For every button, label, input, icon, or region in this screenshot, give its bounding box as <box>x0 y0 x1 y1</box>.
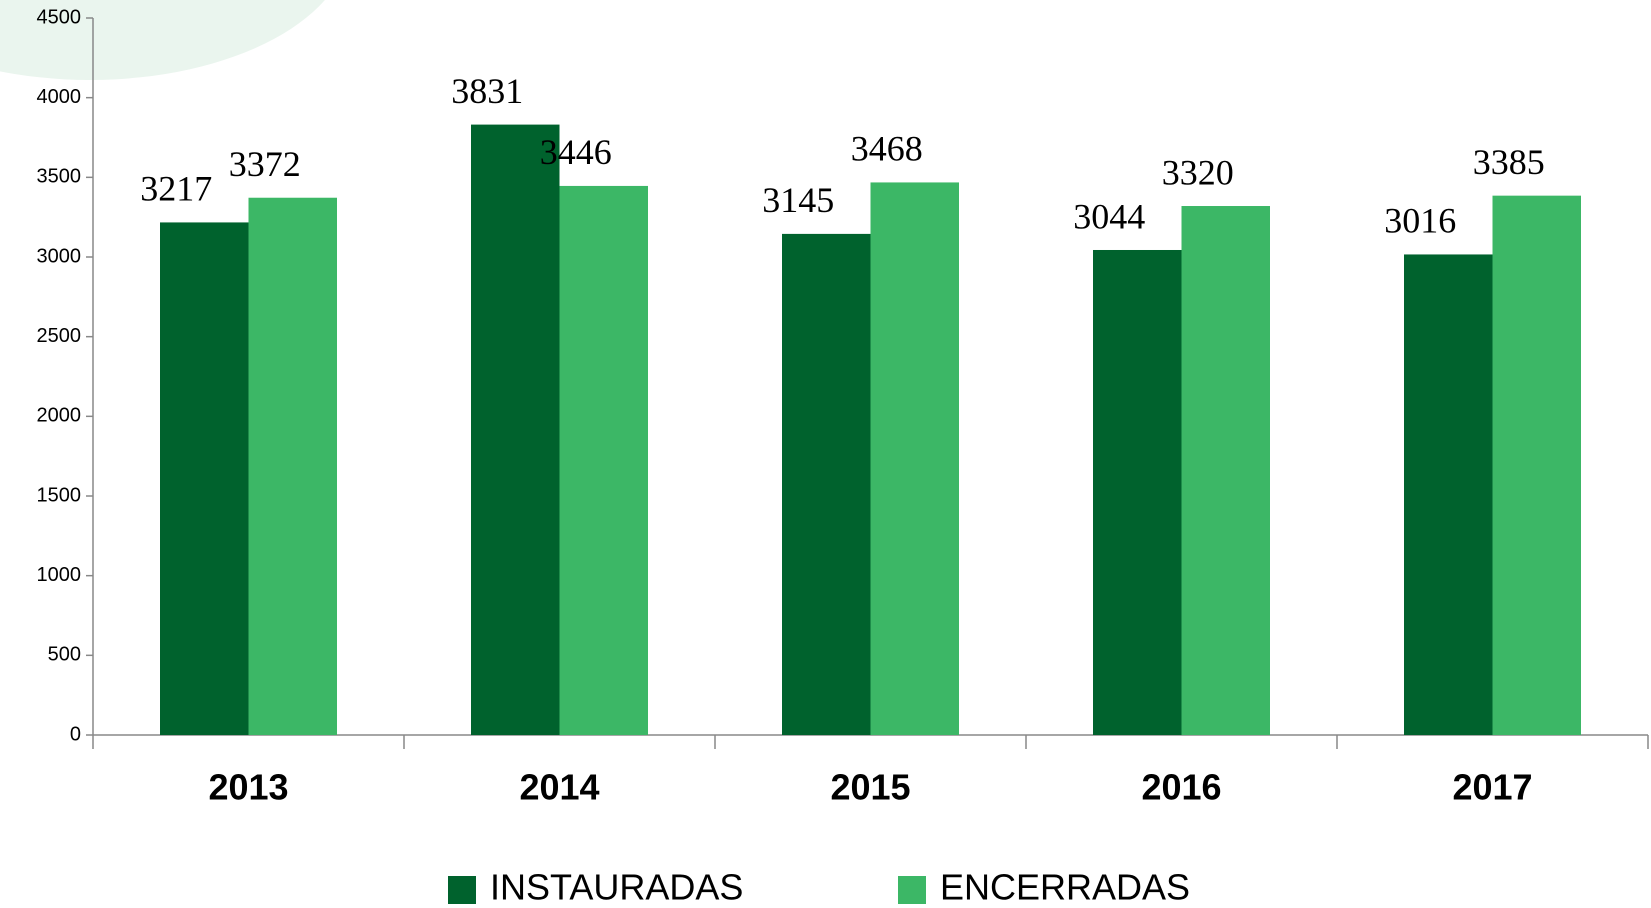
bar <box>1181 206 1270 736</box>
data-label: 3468 <box>851 129 923 169</box>
bar <box>471 124 560 736</box>
y-tick-label: 1500 <box>37 484 82 506</box>
bar <box>1404 254 1493 735</box>
y-tick-label: 4500 <box>37 6 82 28</box>
data-label: 3446 <box>540 132 612 172</box>
data-label: 3385 <box>1473 142 1545 182</box>
y-tick-label: 3000 <box>37 245 82 267</box>
y-tick-label: 500 <box>48 644 81 666</box>
background-decoration <box>0 0 325 80</box>
x-tick-label: 2013 <box>208 767 288 808</box>
bar <box>870 182 959 735</box>
y-tick-label: 4000 <box>37 86 82 108</box>
legend-swatch <box>898 876 926 904</box>
y-tick-label: 3500 <box>37 166 82 188</box>
bar <box>1492 195 1581 735</box>
x-tick-label: 2014 <box>519 767 599 808</box>
data-label: 3372 <box>229 144 301 184</box>
data-label: 3016 <box>1384 201 1456 241</box>
data-label: 3320 <box>1162 152 1234 192</box>
y-tick-label: 0 <box>70 723 81 745</box>
data-label: 3145 <box>762 180 834 220</box>
bar <box>248 197 337 735</box>
data-label: 3831 <box>451 71 523 111</box>
x-tick-label: 2015 <box>830 767 910 808</box>
y-tick-label: 2000 <box>37 405 82 427</box>
data-label: 3217 <box>140 169 212 209</box>
x-tick-label: 2017 <box>1452 767 1532 808</box>
bar <box>782 233 871 735</box>
y-tick-label: 1000 <box>37 564 82 586</box>
bar <box>160 222 249 735</box>
legend-label: ENCERRADAS <box>940 867 1190 908</box>
legend-swatch <box>448 876 476 904</box>
data-label: 3044 <box>1073 196 1145 236</box>
x-tick-label: 2016 <box>1141 767 1221 808</box>
legend-label: INSTAURADAS <box>490 867 743 908</box>
y-tick-label: 2500 <box>37 325 82 347</box>
bar <box>1093 249 1182 736</box>
bar <box>559 185 648 736</box>
